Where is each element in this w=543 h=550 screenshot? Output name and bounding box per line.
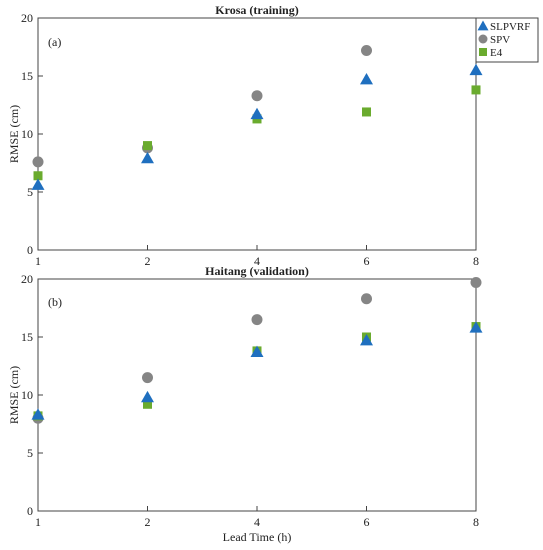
panel-b-point-slpvrf [141,390,154,403]
panel-a-point-e4 [143,141,152,151]
panel-b-point-e4 [143,399,152,409]
legend-swatch-square [479,48,487,56]
panel-a-point-spv [251,90,263,102]
panel-a-xtick-label: 2 [145,254,151,268]
panel-a-xtick-label: 8 [473,254,479,268]
panel-a-ytick-label: 5 [27,185,33,199]
panel-b-xtick-label: 2 [145,515,151,529]
legend-label-e4: E4 [490,47,503,59]
panel-a-point-spv [32,156,44,168]
panel-b-marks [31,276,483,424]
panel-a-ylabel: RMSE (cm) [7,105,21,163]
panel-a-point-slpvrf [250,107,264,120]
panel-b: Haitang (validation) (b) RMSE (cm) Lead … [7,264,483,544]
panel-a-point-slpvrf [141,151,154,164]
legend-label-spv: SPV [490,34,510,46]
panel-a-ytick-label: 20 [21,11,33,25]
legend-label-slpvrf: SLPVRF [490,21,530,33]
panel-a-xtick-label: 4 [254,254,260,268]
legend-swatch-triangle [477,20,489,31]
panel-a-ytick-label: 10 [21,127,33,141]
panel-b-xtick-label: 1 [35,515,41,529]
panel-b-point-slpvrf [360,333,373,346]
panel-a-point-slpvrf [469,63,483,76]
panel-a-ytick-label: 15 [21,69,33,83]
panel-a-point-slpvrf [31,178,45,190]
panel-b-ylabel: RMSE (cm) [7,366,21,424]
panel-a-point-spv [361,44,372,56]
panel-b-ytick-label: 15 [21,330,33,344]
panel-b-point-slpvrf [31,408,45,420]
panel-b-xlabel: Lead Time (h) [223,530,292,544]
legend: SLPVRF SPV E4 [475,17,539,63]
panel-b-ytick-label: 5 [27,446,33,460]
panel-b-ytick-label: 10 [21,388,33,402]
panel-a-axes-box [37,17,477,251]
panel-a-title: Krosa (training) [215,3,298,17]
panel-b-point-slpvrf [250,345,264,357]
legend-swatch-circle [478,34,488,44]
panel-a-marks [31,44,483,190]
panel-b-title: Haitang (validation) [205,264,309,278]
panel-b-xtick-label: 8 [473,515,479,529]
panel-a-point-e4 [471,85,481,95]
panel-b-ytick-label: 0 [27,504,33,518]
panel-b-ytick-label: 20 [21,272,33,286]
panel-b-label: (b) [48,295,62,309]
panel-a-xtick-label: 1 [35,254,41,268]
panel-a-point-e4 [362,107,371,117]
panel-b-point-spv [470,276,482,288]
panel-a-point-e4 [33,171,43,181]
panel-b-point-spv [361,293,372,305]
panel-a-label: (a) [48,35,61,49]
panel-b-point-slpvrf [469,321,483,333]
panel-a-xtick-label: 6 [364,254,370,268]
panel-a: Krosa (training) (a) RMSE (cm) 0 5 10 15 20 1… [7,3,539,268]
panel-b-xtick-label: 6 [364,515,370,529]
panel-b-point-spv [251,314,263,326]
panel-a-ytick-label: 0 [27,243,33,257]
panel-b-xtick-label: 4 [254,515,260,529]
panel-b-point-spv [142,372,153,384]
panel-a-point-slpvrf [360,72,373,85]
panel-b-axes-box [37,278,477,512]
